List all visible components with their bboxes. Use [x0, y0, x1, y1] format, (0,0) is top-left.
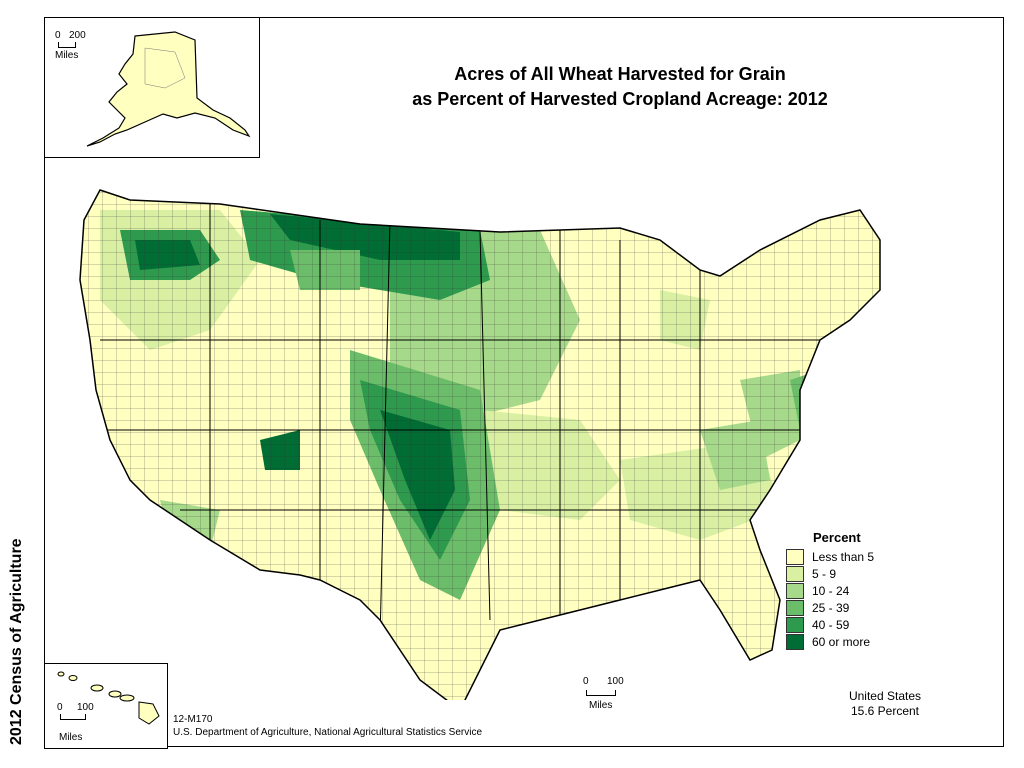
alaska-scale-line — [58, 42, 76, 48]
legend-label: 5 - 9 — [812, 566, 837, 581]
conus-scale-line — [586, 690, 616, 696]
alaska-scale-max: 200 — [69, 30, 86, 41]
legend-label: 40 - 59 — [812, 617, 850, 632]
footer-map-code: 12-M170 — [173, 714, 213, 725]
conus-scale-max: 100 — [607, 676, 624, 687]
hawaii-scale-unit: Miles — [59, 732, 83, 743]
us-outline — [79, 189, 881, 700]
legend-item: 60 or more — [786, 633, 926, 650]
hawaii-scale-max: 100 — [77, 702, 94, 713]
contiguous-us-choropleth-map — [79, 189, 881, 700]
footer-source: U.S. Department of Agriculture, National… — [173, 727, 483, 738]
alaska-inset: 0 200 Miles — [44, 17, 260, 158]
hawaii-scale-min: 0 — [57, 702, 63, 713]
map-title-line2: as Percent of Harvested Cropland Acreage… — [412, 89, 828, 109]
us-summary-label: United States — [848, 689, 922, 703]
footer: 12-M170 U.S. Department of Agriculture, … — [173, 713, 482, 739]
alaska-scale-min: 0 — [55, 30, 61, 41]
legend-item: 5 - 9 — [786, 565, 926, 582]
legend-swatch — [786, 565, 804, 582]
legend-label: Less than 5 — [812, 549, 875, 564]
legend-label: 25 - 39 — [812, 600, 850, 615]
conus-scale-min: 0 — [583, 676, 589, 687]
legend-swatch — [786, 582, 804, 599]
us-summary: United States 15.6 Percent — [830, 689, 940, 719]
hawaii-map — [57, 671, 160, 725]
map-title-line1: Acres of All Wheat Harvested for Grain — [454, 64, 786, 84]
conus-scale-unit: Miles — [589, 700, 613, 711]
legend-item: 40 - 59 — [786, 616, 926, 633]
alaska-map — [86, 31, 251, 147]
legend-item: Less than 5 — [786, 548, 926, 565]
alaska-scale-unit: Miles — [55, 50, 79, 61]
legend-label: 60 or more — [812, 634, 871, 649]
hawaii-scale-line — [60, 714, 86, 720]
census-side-label: 2012 Census of Agriculture — [8, 538, 25, 745]
legend-title: Percent — [813, 530, 861, 545]
legend-label: 10 - 24 — [812, 583, 850, 598]
legend-swatch — [786, 548, 804, 565]
hawaii-inset: 0 100 Miles — [44, 663, 168, 749]
us-summary-value: 15.6 Percent — [850, 704, 920, 718]
legend-item: 25 - 39 — [786, 599, 926, 616]
legend-swatch — [786, 599, 804, 616]
legend: Percent Less than 5 5 - 9 10 - 24 25 - 39 40… — [786, 530, 926, 650]
legend-swatch — [786, 616, 804, 633]
map-frame — [44, 17, 1004, 747]
legend-swatch — [786, 633, 804, 650]
legend-item: 10 - 24 — [786, 582, 926, 599]
